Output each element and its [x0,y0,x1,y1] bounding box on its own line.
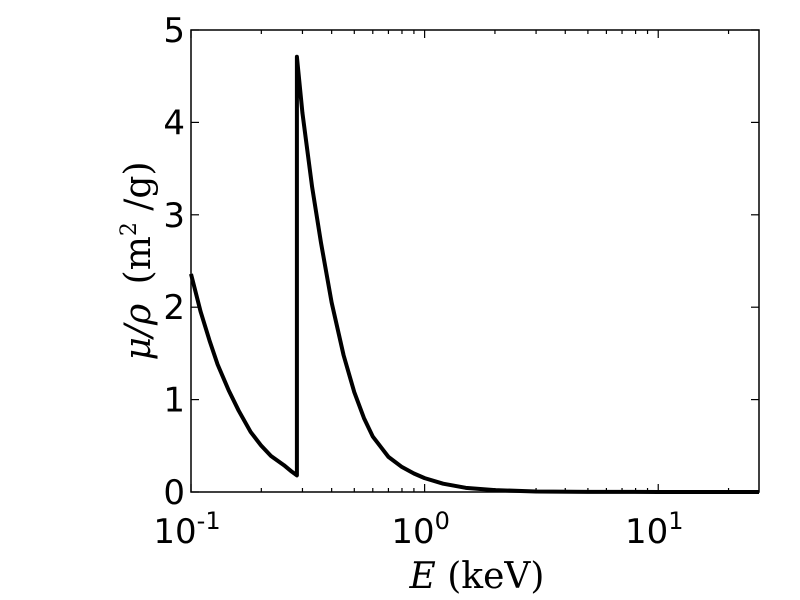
y-tick-label: 0 [163,473,185,513]
y-axis-unit-sup: 2 [117,222,142,236]
x-tick-label: 100 [391,507,450,552]
axes [190,29,760,493]
y-tick-label: 5 [163,11,185,51]
y-tick-label: 1 [163,381,185,421]
x-tick-label: 10-1 [153,507,220,552]
y-tick-labels: 0 1 2 3 4 5 [163,11,185,513]
y-tick-label: 2 [163,288,185,328]
y-axis-unit-open: (m [118,236,159,284]
series-line [189,54,760,494]
y-axis-var: μ/ρ [118,304,159,361]
ticks [190,29,759,493]
x-axis-var: E [409,556,436,597]
y-tick-label: 3 [163,196,185,236]
x-axis-unit: (keV) [447,556,544,597]
plot-frame [190,29,760,493]
y-tick-label: 4 [163,103,185,143]
x-tick-label: 101 [625,507,684,552]
y-axis-label: μ/ρ (m2 /g) [117,161,159,360]
x-tick-labels: 10-1 100 101 [153,507,683,552]
x-axis-label: E (keV) [409,556,545,597]
y-axis-unit-close: /g) [118,161,159,222]
